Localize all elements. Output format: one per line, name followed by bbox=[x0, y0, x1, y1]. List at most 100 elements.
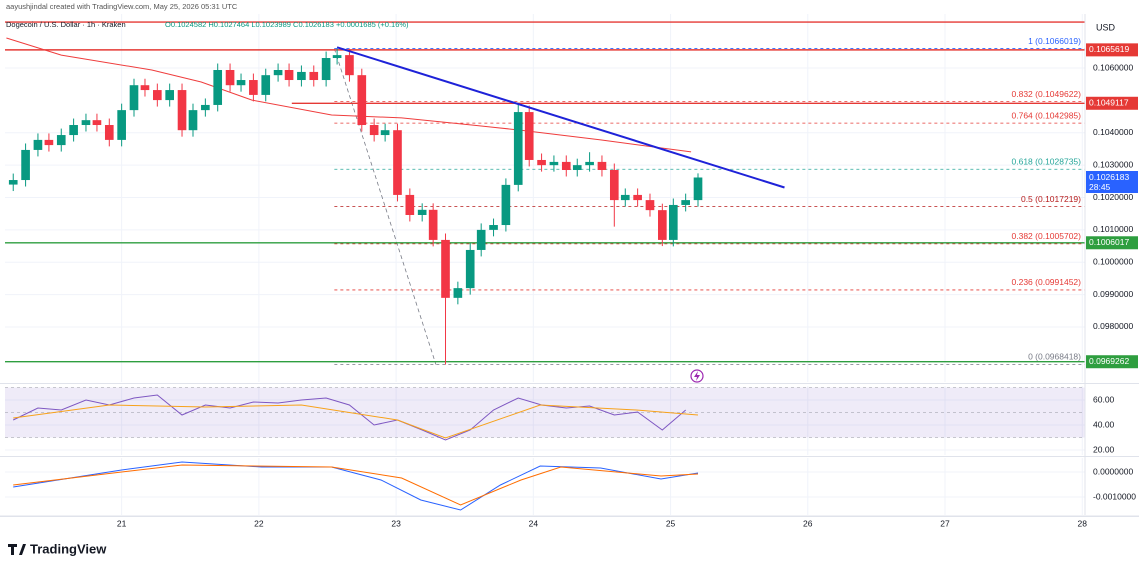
x-tick-label: 21 bbox=[117, 518, 127, 528]
candle-body bbox=[92, 120, 102, 126]
candle-body bbox=[645, 200, 655, 211]
candle-body bbox=[129, 85, 139, 111]
candle-body bbox=[345, 55, 354, 76]
candle-body bbox=[405, 194, 415, 215]
x-tick-label: 24 bbox=[529, 518, 539, 528]
trend-line bbox=[336, 46, 785, 189]
y-tick-label: 40.00 bbox=[1093, 419, 1115, 429]
candle-body bbox=[537, 159, 546, 166]
candle-body bbox=[658, 210, 667, 240]
logo-text: TradingView bbox=[30, 541, 107, 556]
candle-body bbox=[597, 161, 607, 171]
candle-body bbox=[489, 225, 498, 230]
price-badge-label: 0.1065619 bbox=[1089, 44, 1129, 54]
series-line bbox=[12, 394, 687, 441]
header: aayushjindal created with TradingView.co… bbox=[6, 2, 238, 11]
series-line bbox=[13, 461, 699, 511]
candle-body bbox=[681, 200, 690, 205]
candle-body bbox=[297, 71, 306, 81]
candle-body bbox=[501, 184, 511, 226]
price-badge bbox=[1086, 96, 1138, 110]
y-tick-label: 0.1020000 bbox=[1093, 192, 1133, 202]
candle-body bbox=[524, 112, 534, 160]
fib-label: 0.832 (0.1049622) bbox=[1012, 89, 1082, 99]
x-tick-label: 26 bbox=[803, 518, 813, 528]
candle-body bbox=[177, 90, 187, 131]
candle-body bbox=[585, 161, 594, 166]
candle-body bbox=[21, 149, 30, 181]
logo: TradingView bbox=[8, 541, 107, 556]
candle-body bbox=[309, 71, 319, 81]
candle-body bbox=[261, 75, 271, 95]
candle-body bbox=[668, 204, 678, 240]
candle-body bbox=[428, 209, 438, 240]
price-badge-label: 0.1006017 bbox=[1089, 237, 1129, 247]
price-badge-label: 0.1026183 bbox=[1089, 172, 1129, 182]
candle-body bbox=[225, 69, 235, 86]
candle-body bbox=[273, 69, 283, 76]
candle-body bbox=[417, 209, 427, 215]
x-tick-label: 22 bbox=[254, 518, 264, 528]
candle-body bbox=[104, 125, 114, 140]
candle-body bbox=[117, 110, 126, 140]
candle-body bbox=[513, 112, 523, 185]
candle-body bbox=[56, 135, 66, 146]
y-tick-label: 0.0980000 bbox=[1093, 321, 1133, 331]
candle-body bbox=[140, 85, 150, 91]
price-badge bbox=[1086, 43, 1138, 57]
candle-body bbox=[549, 161, 559, 166]
candle-body bbox=[393, 130, 402, 195]
candle-body bbox=[81, 120, 91, 126]
candle-body bbox=[153, 90, 162, 101]
fib-label: 0.764 (0.1042985) bbox=[1012, 110, 1082, 120]
candle-body bbox=[380, 130, 390, 136]
candle-body bbox=[561, 161, 571, 171]
fib-label: 0.382 (0.1005702) bbox=[1012, 231, 1082, 241]
fib-label: 0.5 (0.1017219) bbox=[1021, 194, 1081, 204]
price-badge-label: 0.0969262 bbox=[1089, 356, 1129, 366]
y-tick-label: 0.1000000 bbox=[1093, 256, 1133, 266]
candle-body bbox=[465, 249, 475, 289]
candle-body bbox=[369, 125, 379, 136]
candle-body bbox=[572, 165, 582, 171]
x-tick-label: 27 bbox=[940, 518, 950, 528]
candle-body bbox=[476, 229, 486, 250]
candle-body bbox=[609, 170, 619, 201]
candle-body bbox=[201, 104, 210, 111]
candle-body bbox=[236, 80, 246, 86]
y-tick-label: -0.0010000 bbox=[1093, 491, 1136, 501]
price-badge-label: 0.1049117 bbox=[1089, 98, 1129, 108]
fib-label: 0.236 (0.0991452) bbox=[1012, 277, 1082, 287]
x-tick-label: 23 bbox=[391, 518, 401, 528]
panels: 21 22 23 24 25 26 27 28 0.1060000 0.1040000 0.1030… bbox=[0, 14, 1139, 528]
candle-body bbox=[321, 58, 331, 81]
series-line bbox=[13, 404, 699, 439]
price-badge-timer: 28:45 bbox=[1089, 182, 1111, 192]
candle-body bbox=[633, 194, 642, 201]
fib-label: 1 (0.1066019) bbox=[1028, 36, 1081, 46]
candle-body bbox=[213, 69, 223, 105]
candle-body bbox=[249, 80, 258, 95]
y-tick-label: 60.00 bbox=[1093, 394, 1115, 404]
candle-body bbox=[441, 239, 450, 298]
event-icon bbox=[690, 369, 704, 383]
y-tick-label: 0.0990000 bbox=[1093, 289, 1133, 299]
series-line bbox=[13, 464, 699, 506]
candle-body bbox=[165, 90, 174, 101]
candle-body bbox=[33, 139, 43, 150]
y-tick-label: 20.00 bbox=[1093, 444, 1115, 454]
fib-label: 0 (0.0968418) bbox=[1028, 352, 1081, 362]
candle-body bbox=[453, 288, 463, 298]
price-badge bbox=[1086, 355, 1138, 369]
fib-anchor bbox=[333, 48, 437, 365]
y-tick-label: 0.1040000 bbox=[1093, 127, 1133, 137]
candle-body bbox=[44, 139, 54, 146]
ohlc: O0.1024582 H0.1027464 L0.1023989 C0.1026… bbox=[165, 20, 409, 29]
y-tick-label: 0.1030000 bbox=[1093, 159, 1133, 169]
candle-body bbox=[8, 180, 18, 185]
y-tick-label: 0.1060000 bbox=[1093, 62, 1133, 72]
candle-body bbox=[332, 55, 342, 59]
candle-body bbox=[693, 177, 703, 201]
